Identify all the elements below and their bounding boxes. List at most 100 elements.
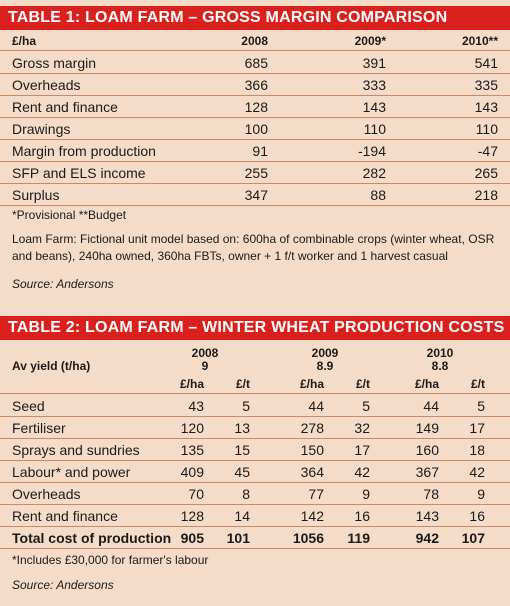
total-row: Total cost of production 905 101 1056 119 942… [0,527,510,549]
table2-source: Source: Andersons [12,578,114,592]
row-value: 160 [415,442,439,458]
row-value: 8 [242,486,250,502]
row-value: 409 [180,464,204,480]
row-label: Fertiliser [12,420,66,436]
table-row: Overheads 366 333 335 [0,74,510,96]
row-value: 13 [234,420,250,436]
row-value: 367 [415,464,439,480]
row-label: Seed [12,398,45,414]
table2-unit-header: £/t [235,377,250,391]
row-value: 391 [362,55,386,71]
table1-description: Loam Farm: Fictional unit model based on… [12,232,495,263]
table2-year-2009: 2009 [311,346,339,360]
row-value: 15 [234,442,250,458]
table1-header-2010: 2010** [461,34,498,48]
row-value: 45 [234,464,250,480]
row-value: 128 [244,99,268,115]
row-value: 77 [308,486,324,502]
row-value: 942 [415,530,439,546]
row-value: 44 [308,398,324,414]
table1-footnote: *Provisional **Budget [12,208,127,222]
table2-yield-2008: 9 [201,359,209,373]
row-value: 101 [226,530,250,546]
table1-header-2009: 2009* [354,34,386,48]
row-value: 143 [362,99,386,115]
table2-unit-header: £/ha [179,377,204,391]
row-value: -47 [477,143,498,159]
table1-header-row: £/ha 2008 2009* 2010** [0,30,510,51]
table1-header-2008: 2008 [241,34,268,48]
row-label: Margin from production [12,143,156,159]
row-label: Rent and finance [12,508,118,524]
row-value: 143 [474,99,498,115]
table2-unit-header: £/ha [414,377,439,391]
table-row: Margin from production 91 -194 -47 [0,140,510,162]
table2-units-row: £/ha £/t £/ha £/t £/ha £/t [0,374,510,394]
row-label: Overheads [12,486,81,502]
row-label: Surplus [12,187,60,203]
row-value: 278 [300,420,324,436]
row-value: 333 [362,77,386,93]
row-label: Rent and finance [12,99,118,115]
row-label: Overheads [12,77,81,93]
table2-unit-header: £/t [355,377,370,391]
row-value: 110 [475,121,498,137]
row-value: 70 [188,486,204,502]
table-row: Fertiliser 120 13 278 32 149 17 [0,417,510,439]
table2-unit-header: £/t [470,377,485,391]
row-value: 1056 [292,530,324,546]
row-label: Total cost of production [12,530,172,546]
row-value: 42 [354,464,370,480]
table2-yield-2009: 8.9 [316,359,334,373]
table1-header-unit: £/ha [12,34,37,48]
table2-footnote: *Includes £30,000 for farmer's labour [12,553,209,567]
table-row: Gross margin 685 391 541 [0,52,510,74]
row-label: Sprays and sundries [12,442,140,458]
row-value: 17 [469,420,485,436]
row-label: Gross margin [12,55,97,71]
row-value: 42 [469,464,485,480]
row-value: 685 [244,55,268,71]
row-value: 16 [354,508,370,524]
table2-year-2008: 2008 [191,346,219,360]
row-value: 143 [415,508,439,524]
row-value: 119 [347,530,370,546]
row-value: 120 [180,420,204,436]
row-value: 44 [423,398,439,414]
row-label: Labour* and power [12,464,131,480]
row-value: 255 [244,165,268,181]
row-value: 150 [300,442,324,458]
row-value: 91 [252,143,268,159]
row-value: 135 [180,442,204,458]
table1-source: Source: Andersons [12,277,114,291]
row-value: 282 [362,165,386,181]
row-value: 265 [474,165,498,181]
table-row: Surplus 347 88 218 [0,184,510,206]
row-value: 905 [180,530,204,546]
row-value: 335 [474,77,498,93]
row-value: 218 [474,187,498,203]
table-row: SFP and ELS income 255 282 265 [0,162,510,184]
row-value: 43 [188,398,204,414]
row-value: 78 [423,486,439,502]
row-label: SFP and ELS income [12,165,146,181]
table-row: Drawings 100 110 110 [0,118,510,140]
row-label: Drawings [12,121,71,137]
row-value: 142 [300,508,324,524]
table2-yield-2010: 8.8 [431,359,449,373]
row-value: 88 [370,187,386,203]
table2-header: 2008 9 2009 8.9 2010 8.8 Av yield (t/ha) [0,344,510,404]
row-value: 9 [477,486,485,502]
row-value: 5 [362,398,370,414]
row-value: 364 [300,464,324,480]
row-value: 9 [362,486,370,502]
row-value: 107 [461,530,485,546]
table-row: Rent and finance 128 143 143 [0,96,510,118]
row-value: -194 [357,143,386,159]
table-row: Seed 43 5 44 5 44 5 [0,395,510,417]
row-value: 541 [474,55,498,71]
row-value: 128 [180,508,204,524]
table-row: Sprays and sundries 135 15 150 17 160 18 [0,439,510,461]
table2-year-2010: 2010 [426,346,454,360]
row-value: 100 [244,121,268,137]
